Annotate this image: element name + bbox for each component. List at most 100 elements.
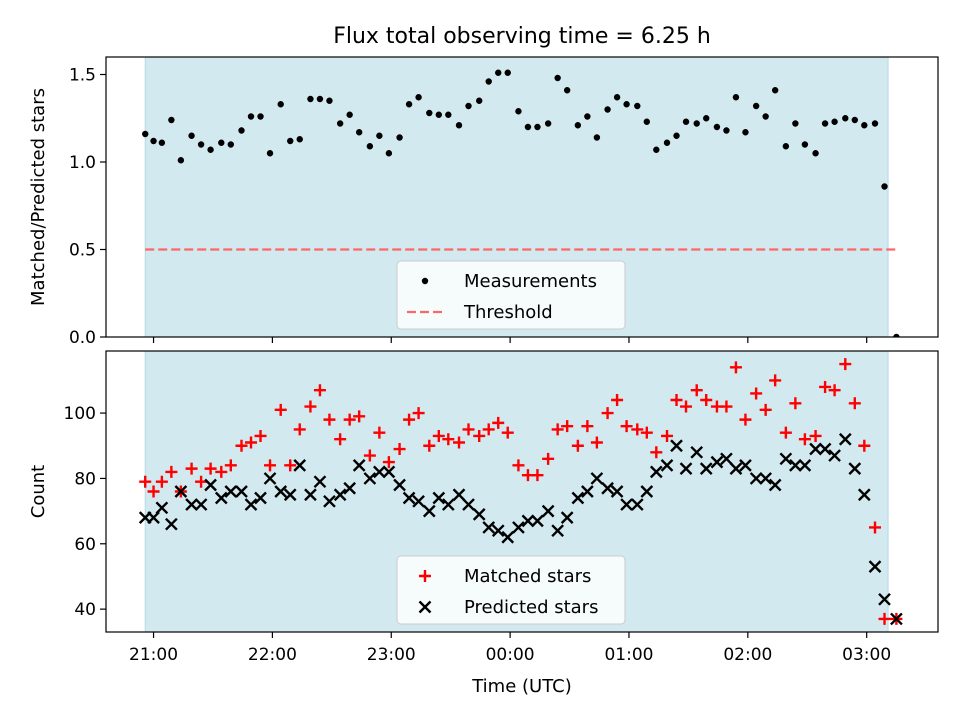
matched-star-point: [353, 410, 366, 423]
matched-star-point: [442, 433, 455, 446]
measurement-point: [346, 111, 353, 118]
predicted-star-point: [759, 472, 773, 485]
predicted-star-point: [857, 488, 871, 502]
measurement-point: [307, 95, 314, 103]
measurement-point: [355, 129, 363, 136]
predicted-star-point: [848, 462, 862, 475]
measurement-point: [801, 141, 809, 148]
matched-star-point: [601, 407, 614, 420]
legend: Matched stars Predicted stars: [396, 555, 626, 625]
measurement-point: [682, 118, 690, 125]
matched-star-point: [235, 439, 248, 452]
matched-star-point: [492, 416, 505, 429]
predicted-star-point: [512, 521, 525, 534]
predicted-star-point: [630, 498, 644, 511]
matched-star-point: [690, 384, 703, 397]
measurement-point: [197, 141, 205, 148]
matched-star-point: [462, 423, 475, 436]
predicted-star-point: [590, 472, 604, 485]
measurement-point: [752, 102, 760, 110]
x-tick-label: 01:00: [604, 645, 653, 665]
matched-star-point: [313, 384, 326, 397]
measurement-point: [792, 120, 799, 127]
measurement-point: [376, 132, 383, 139]
matched-star-point: [373, 426, 386, 439]
measurement-point: [742, 129, 749, 136]
predicted-star-point: [304, 488, 317, 502]
measurement-point: [465, 102, 472, 110]
y-tick-label: 0.0: [69, 328, 96, 348]
measurement-point: [238, 127, 245, 134]
legend-label: Measurements: [464, 271, 597, 292]
predicted-star-point: [412, 494, 425, 508]
predicted-star-point: [432, 491, 446, 505]
measurement-point: [207, 146, 214, 153]
predicted-star-point: [472, 508, 486, 521]
matched-star-point: [542, 452, 555, 465]
predicted-star-point: [274, 485, 288, 498]
matched-star-point: [304, 400, 317, 413]
predicted-star-point: [610, 485, 624, 498]
measurement-point: [247, 113, 255, 120]
measurement-point: [663, 139, 671, 146]
predicted-star-point: [491, 524, 505, 538]
x-tick-label: 00:00: [486, 645, 535, 665]
measurement-point: [604, 106, 611, 113]
predicted-star-point: [551, 524, 565, 538]
matched-star-point: [620, 420, 633, 433]
matched-star-point: [848, 397, 861, 410]
matched-star-point: [393, 443, 406, 456]
measurement-point: [821, 120, 829, 127]
matched-star-point: [215, 465, 228, 478]
predicted-star-point: [818, 442, 832, 456]
predicted-star-point: [729, 462, 743, 475]
predicted-star-point: [571, 491, 585, 505]
measurement-point: [476, 97, 483, 104]
measurement-point: [227, 141, 234, 148]
matched-star-point: [561, 420, 574, 433]
matched-star-point: [739, 413, 752, 426]
measurement-point: [673, 132, 680, 139]
predicted-star-point: [323, 494, 336, 508]
matched-star-point: [363, 449, 376, 462]
matched-star-point: [432, 429, 445, 442]
y-axis-label: Count: [28, 465, 49, 518]
matched-star-point: [165, 465, 178, 478]
predicted-star-point: [194, 498, 208, 511]
y-tick-label: 40: [74, 600, 96, 620]
matched-star-point: [798, 433, 811, 446]
legend-predicted-swatch: [418, 600, 432, 614]
measurement-point: [336, 120, 344, 127]
predicted-star-point: [204, 478, 217, 492]
measurement-point: [634, 102, 641, 110]
measurement-point: [435, 111, 442, 118]
matched-star-point: [531, 469, 544, 482]
matched-star-point: [670, 394, 683, 407]
predicted-star-point: [670, 439, 683, 453]
measurement-point: [732, 94, 740, 101]
measurement-point: [168, 116, 175, 124]
measurement-point: [296, 136, 303, 143]
predicted-star-point: [224, 485, 238, 498]
matched-star-point: [323, 413, 336, 426]
predicted-star-point: [501, 530, 515, 544]
predicted-star-point: [155, 501, 169, 515]
plot-area: [138, 358, 903, 626]
predicted-star-point: [313, 475, 327, 489]
y-axis-label: Matched/Predicted stars: [28, 88, 49, 306]
matched-star-point: [828, 384, 841, 397]
predicted-star-point: [779, 452, 793, 466]
predicted-star-point: [620, 498, 633, 511]
measurement-point: [534, 123, 541, 131]
measurement-point: [415, 94, 422, 101]
axes-frame: [105, 56, 939, 338]
x-tick-label: 21:00: [129, 645, 178, 665]
measurement-point: [693, 120, 700, 127]
predicted-star-point: [601, 481, 614, 495]
predicted-star-point: [165, 517, 178, 531]
matched-star-point: [631, 423, 644, 436]
matched-star-point: [700, 394, 713, 407]
axes-frame: [105, 350, 939, 633]
legend-label: Threshold: [463, 302, 553, 323]
predicted-star-point: [878, 592, 891, 606]
